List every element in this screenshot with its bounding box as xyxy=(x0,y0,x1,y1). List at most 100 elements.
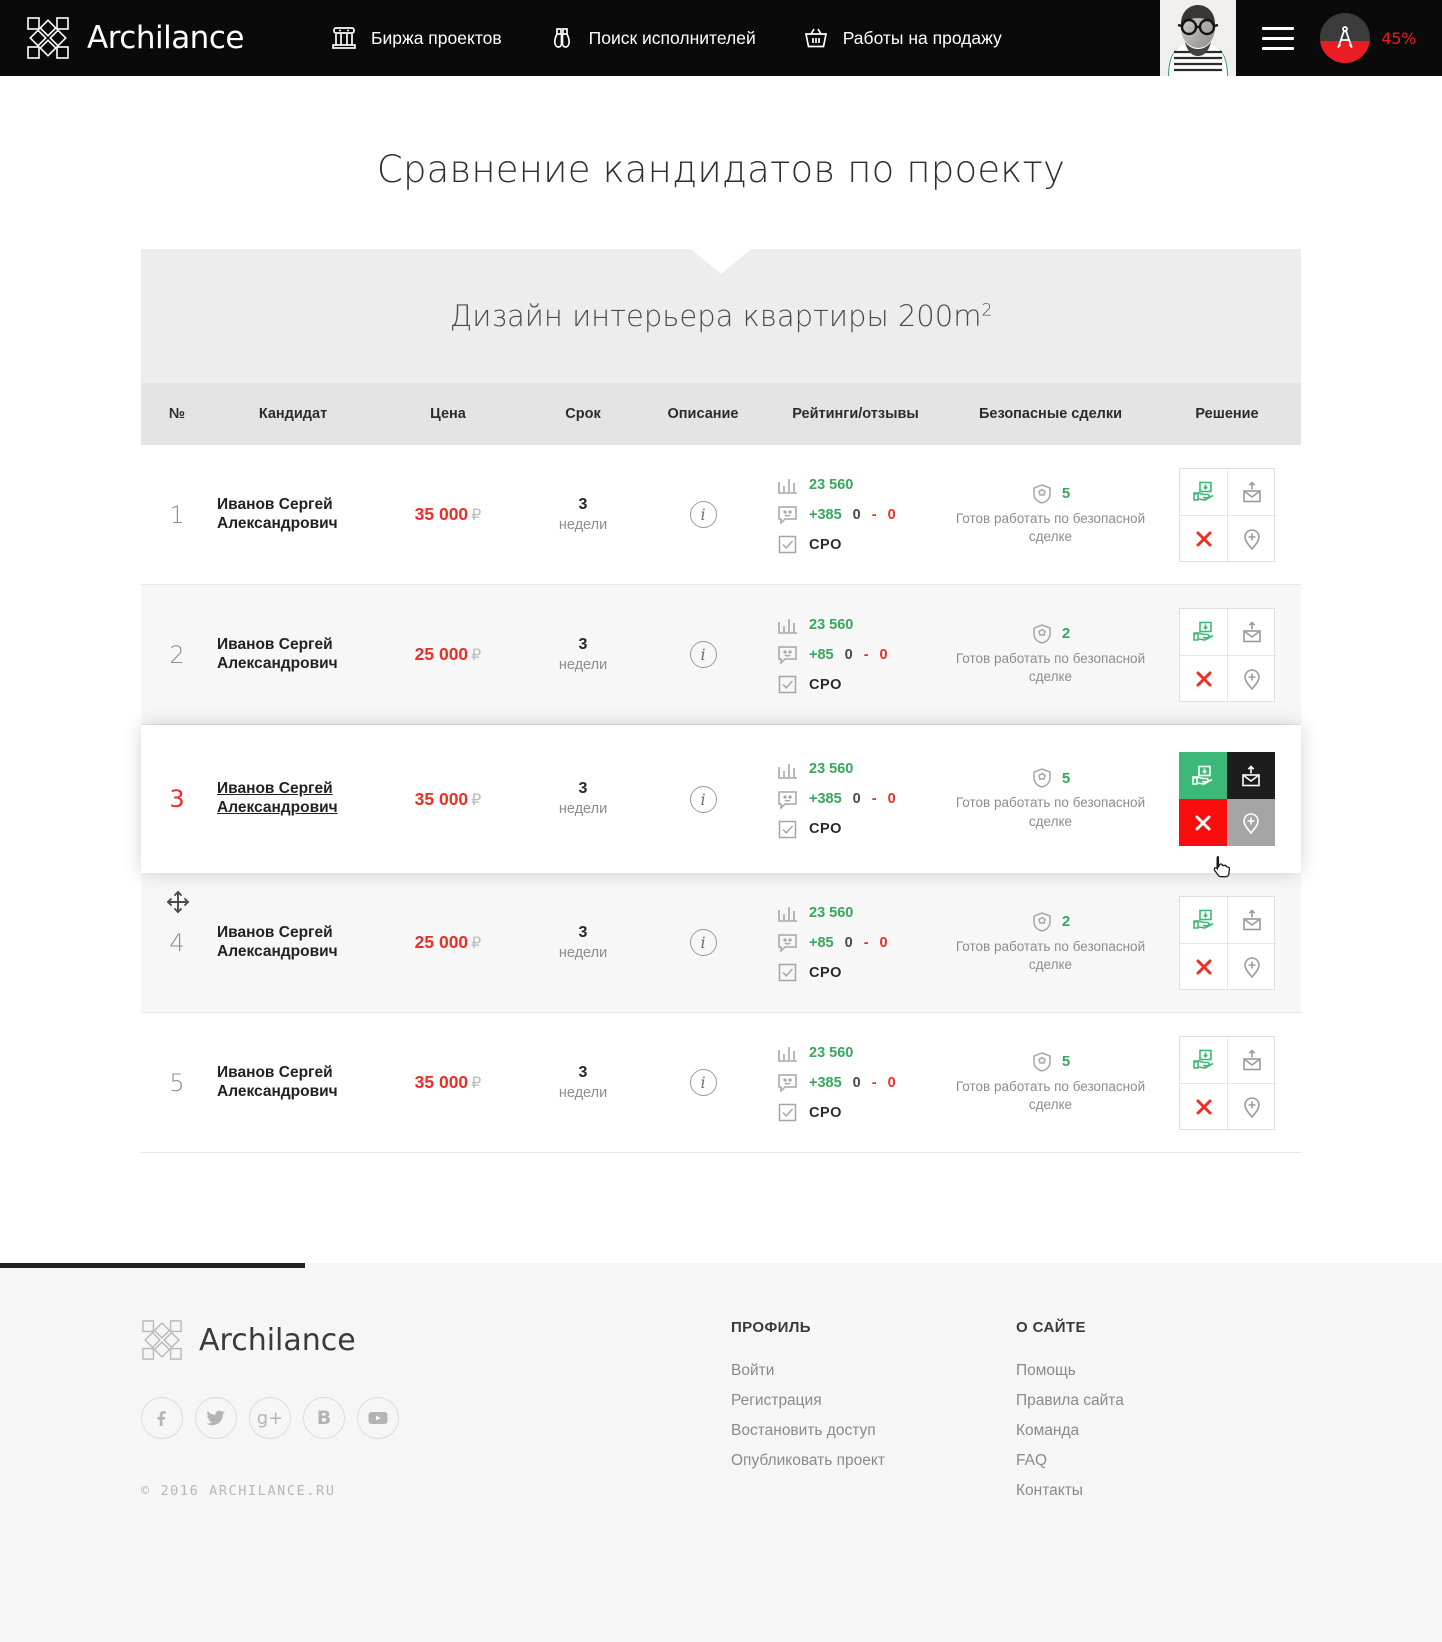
info-icon[interactable]: i xyxy=(689,641,717,668)
table-row[interactable]: 1 Иванов Сергей Александрович 35 000 ₽ 3 … xyxy=(141,445,1301,585)
send-message-icon-button[interactable] xyxy=(1227,752,1275,799)
add-location-pin-icon-button[interactable] xyxy=(1228,1084,1276,1131)
add-location-pin-icon-button[interactable] xyxy=(1228,944,1276,991)
facebook-icon[interactable] xyxy=(141,1397,183,1439)
reject-cross-icon-button[interactable] xyxy=(1180,943,1228,991)
candidate-name-cell[interactable]: Иванов Сергей Александрович xyxy=(213,636,373,674)
profile-progress[interactable]: 45% xyxy=(1320,13,1442,63)
reject-cross-icon-button[interactable] xyxy=(1180,515,1228,563)
smiley-comment-icon xyxy=(777,789,798,810)
candidates-table: № Кандидат Цена Срок Описание Рейтинги/о… xyxy=(141,383,1301,1263)
table-row-active[interactable]: 3 Иванов Сергей Александрович 35 000 ₽ xyxy=(141,725,1301,913)
add-location-pin-icon-button[interactable] xyxy=(1228,516,1276,563)
footer-link-login[interactable]: Войти xyxy=(731,1362,775,1379)
candidate-name[interactable]: Иванов Сергей Александрович xyxy=(217,1063,338,1100)
add-location-pin-icon-button[interactable] xyxy=(1228,656,1276,703)
candidate-name[interactable]: Иванов Сергей Александрович xyxy=(217,495,338,532)
footer-heading-profile: ПРОФИЛЬ xyxy=(731,1319,811,1336)
safe-deals-count: 5 xyxy=(1061,485,1071,503)
info-icon[interactable]: i xyxy=(689,501,717,528)
candidate-name-cell[interactable]: Иванов Сергей Александрович xyxy=(213,1064,373,1102)
checkbox-checked-icon xyxy=(777,674,798,695)
row-number-cell: 4 xyxy=(141,929,213,957)
nav-item-search-performers[interactable]: Поиск исполнителей xyxy=(548,24,756,52)
term-unit: недели xyxy=(558,801,608,818)
candidate-name[interactable]: Иванов Сергей Александрович xyxy=(217,635,338,672)
safe-deals-cell: 2 Готов работать по безопасной сделке xyxy=(948,911,1153,974)
hire-money-hand-icon-button[interactable] xyxy=(1180,1036,1228,1084)
move-drag-handle-icon[interactable] xyxy=(165,889,191,915)
hire-money-hand-icon-button[interactable] xyxy=(1180,468,1228,516)
description-cell[interactable]: i xyxy=(643,501,763,528)
description-cell[interactable]: i xyxy=(643,1069,763,1096)
candidate-name[interactable]: Иванов Сергей Александрович xyxy=(217,780,338,816)
checkbox-checked-icon xyxy=(777,819,798,840)
smiley-comment-icon xyxy=(777,644,798,665)
currency-symbol: ₽ xyxy=(471,647,482,664)
reviews-dash: - xyxy=(871,791,877,807)
table-row[interactable]: 4 Иванов Сергей Александрович 25 000 ₽ 3 … xyxy=(141,873,1301,1013)
table-row[interactable]: 5 Иванов Сергей Александрович 35 000 ₽ 3 … xyxy=(141,1013,1301,1153)
footer-link-team[interactable]: Команда xyxy=(1016,1422,1080,1439)
hire-money-hand-icon-button[interactable] xyxy=(1180,608,1228,656)
archilance-diamond-logo-icon xyxy=(26,16,70,60)
cpo-label: CPO xyxy=(809,676,842,693)
footer-link-help[interactable]: Помощь xyxy=(1016,1362,1076,1379)
info-icon[interactable]: i xyxy=(689,785,717,813)
rating-views-value: 23 560 xyxy=(809,476,854,493)
description-cell[interactable]: i xyxy=(643,785,763,813)
reviews-dash: - xyxy=(863,934,869,951)
footer-link-restore-access[interactable]: Востановить доступ xyxy=(731,1422,876,1439)
nav-item-projects[interactable]: Биржа проектов xyxy=(330,24,502,52)
hire-money-hand-icon-button[interactable] xyxy=(1180,896,1228,944)
send-message-icon-button[interactable] xyxy=(1228,897,1276,944)
action-grid xyxy=(1179,1035,1276,1131)
send-message-icon-button[interactable] xyxy=(1228,469,1276,516)
info-icon[interactable]: i xyxy=(689,929,717,956)
footer-link-faq[interactable]: FAQ xyxy=(1016,1452,1048,1469)
decision-cell xyxy=(1153,607,1301,703)
footer-link-publish-project[interactable]: Опубликовать проект xyxy=(731,1452,885,1469)
youtube-icon[interactable] xyxy=(357,1397,399,1439)
candidate-name-cell[interactable]: Иванов Сергей Александрович xyxy=(213,496,373,534)
candidate-name-cell[interactable]: Иванов Сергей Александрович xyxy=(213,924,373,962)
cpo-label: CPO xyxy=(809,821,842,837)
vk-icon[interactable]: B xyxy=(303,1397,345,1439)
rating-views-value: 23 560 xyxy=(809,1044,854,1061)
footer-link-register[interactable]: Регистрация xyxy=(731,1392,822,1409)
brand-logo-block[interactable]: Archilance xyxy=(0,16,330,60)
avatar[interactable] xyxy=(1160,0,1237,76)
add-location-pin-icon-button[interactable] xyxy=(1227,799,1275,846)
reject-cross-icon-button[interactable] xyxy=(1180,655,1228,703)
nav-item-works-for-sale[interactable]: Работы на продажу xyxy=(802,24,1002,52)
description-cell[interactable]: i xyxy=(643,641,763,668)
reviews-dash: - xyxy=(863,646,869,663)
reject-cross-icon-button[interactable] xyxy=(1179,799,1231,878)
main-navigation: Биржа проектов Поиск исполнителей xyxy=(330,24,1002,52)
reviews-positive: +385 xyxy=(809,791,842,807)
bar-chart-icon xyxy=(777,614,798,635)
twitter-icon[interactable] xyxy=(195,1397,237,1439)
shield-icon xyxy=(1031,623,1053,645)
hamburger-menu-icon[interactable] xyxy=(1236,26,1320,50)
reject-cross-icon-button[interactable] xyxy=(1180,1083,1228,1131)
hire-money-hand-icon-button[interactable] xyxy=(1179,752,1227,799)
info-icon[interactable]: i xyxy=(689,1069,717,1096)
row-number-cell: 2 xyxy=(141,641,213,669)
compass-divider-icon xyxy=(1332,25,1358,51)
google-plus-icon[interactable]: g+ xyxy=(249,1397,291,1439)
column-header-number: № xyxy=(168,406,186,422)
candidate-name[interactable]: Иванов Сергей Александрович xyxy=(217,923,338,960)
action-grid xyxy=(1179,895,1276,991)
rating-views-line: 23 560 xyxy=(777,1042,948,1063)
send-message-icon-button[interactable] xyxy=(1228,1037,1276,1084)
candidate-name-cell[interactable]: Иванов Сергей Александрович xyxy=(213,780,373,818)
footer-link-contacts[interactable]: Контакты xyxy=(1016,1482,1083,1499)
footer-brand[interactable]: Archilance xyxy=(141,1319,731,1361)
description-cell[interactable]: i xyxy=(643,929,763,956)
send-message-icon-button[interactable] xyxy=(1228,609,1276,656)
footer-link-site-rules[interactable]: Правила сайта xyxy=(1016,1392,1124,1409)
table-row[interactable]: 2 Иванов Сергей Александрович 25 000 ₽ 3 … xyxy=(141,585,1301,725)
rating-reviews-line: +385 0 - 0 xyxy=(777,789,948,810)
shield-icon xyxy=(1031,911,1053,933)
